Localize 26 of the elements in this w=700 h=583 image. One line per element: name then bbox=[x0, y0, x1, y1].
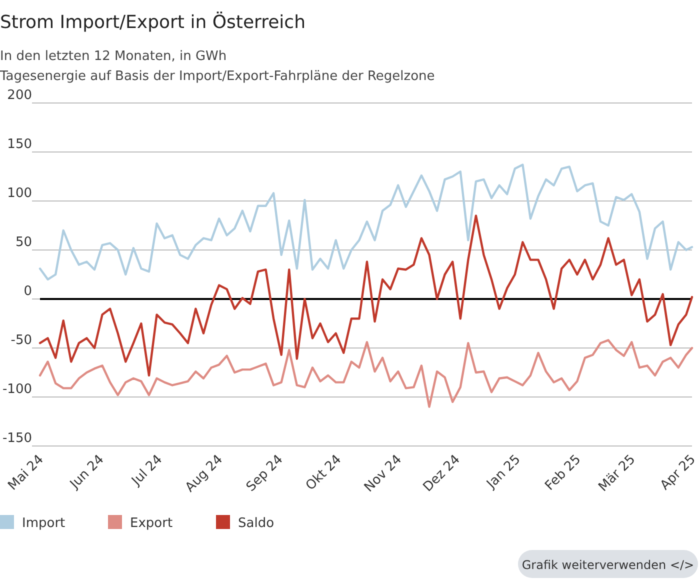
reuse-button: Grafik weiterverwenden </> bbox=[518, 550, 698, 578]
chart-subtitle: In den letzten 12 Monaten, in GWh Tagesenergie auf Basis der Import/Export-Fahrpläne der Regelzone bbox=[0, 49, 435, 84]
x-tick-label: Jun 24 bbox=[66, 452, 108, 493]
chart-title: Strom Import/Export in Österreich bbox=[0, 11, 306, 33]
x-tick-label: Aug 24 bbox=[182, 452, 226, 496]
x-tick-label: Jan 25 bbox=[484, 452, 524, 492]
y-tick-label: 0 bbox=[24, 284, 32, 299]
y-tick-label: 150 bbox=[7, 137, 32, 152]
x-tick-label: Sep 24 bbox=[244, 452, 286, 495]
x-tick-label: Okt 24 bbox=[303, 452, 345, 494]
y-tick-label: -150 bbox=[2, 431, 32, 446]
y-tick-label: 200 bbox=[7, 88, 32, 103]
x-tick-label: Jul 24 bbox=[128, 452, 166, 490]
y-tick-label: -50 bbox=[10, 333, 32, 348]
y-tick-label: 100 bbox=[7, 186, 32, 201]
x-tick-label: Apr 25 bbox=[658, 452, 699, 494]
y-tick-label: 50 bbox=[15, 235, 32, 250]
x-tick-label: Nov 24 bbox=[362, 452, 405, 496]
legend-label: Import bbox=[22, 516, 66, 531]
legend-label: Saldo bbox=[238, 516, 274, 531]
x-tick-label: Mär 25 bbox=[596, 452, 638, 495]
x-tick-label: Feb 25 bbox=[542, 452, 584, 494]
y-tick-label: -100 bbox=[2, 382, 32, 397]
x-tick-label: Mai 24 bbox=[5, 452, 47, 494]
legend-label: Export bbox=[130, 516, 173, 531]
x-tick-label: Dez 24 bbox=[420, 452, 464, 496]
